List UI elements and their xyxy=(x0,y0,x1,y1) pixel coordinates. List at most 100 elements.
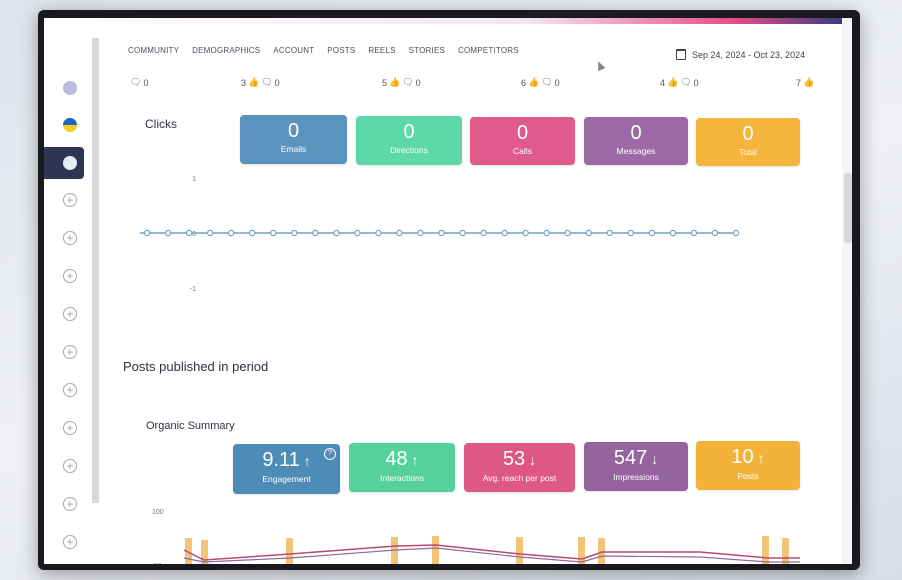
data-point xyxy=(185,229,193,237)
chart-bar xyxy=(598,538,605,564)
like-count: 7 xyxy=(796,77,802,88)
data-point xyxy=(711,229,719,237)
like-count: 4 xyxy=(660,77,666,88)
kpi-value: 0 xyxy=(742,123,754,145)
data-point xyxy=(543,229,550,237)
posts-published-heading: Posts published in period xyxy=(123,359,269,374)
add-account-icon[interactable]: + xyxy=(63,383,77,397)
add-account-icon[interactable]: + xyxy=(63,535,77,549)
comment-count: 0 xyxy=(143,77,149,88)
data-point xyxy=(417,229,424,237)
kpi-label: Posts xyxy=(737,471,759,481)
page-scrollbar-track[interactable] xyxy=(842,18,852,564)
like-count: 6 xyxy=(521,77,527,88)
tab-demographics[interactable]: DEMOGRAPHICS xyxy=(192,46,261,55)
post-counter: 7 👍 xyxy=(796,77,814,88)
data-point xyxy=(143,229,151,237)
trend-arrow-icon: ↑ xyxy=(407,452,419,468)
thumbs-up-icon: 👍 xyxy=(528,77,540,87)
chart-bar xyxy=(578,537,585,564)
tab-posts[interactable]: POSTS xyxy=(327,46,356,55)
thumbs-up-icon: 👍 xyxy=(248,77,260,87)
kpi-label: Messages xyxy=(616,146,656,156)
comment-count: 0 xyxy=(415,77,421,88)
data-point xyxy=(669,229,677,237)
date-range-picker[interactable]: Sep 24, 2024 - Oct 23, 2024 xyxy=(676,49,805,60)
page-scrollbar-thumb[interactable] xyxy=(844,173,852,243)
chart-bar xyxy=(516,537,523,564)
comment-count: 0 xyxy=(693,77,699,88)
data-point xyxy=(291,229,298,237)
add-account-icon[interactable]: + xyxy=(63,497,77,511)
flag-icon[interactable] xyxy=(63,118,77,132)
kpi-value: 48 xyxy=(385,448,408,470)
kpi-avg-reach: 53 ↓ Avg. reach per post xyxy=(464,443,575,492)
add-account-icon[interactable]: + xyxy=(63,269,77,283)
add-account-icon[interactable]: + xyxy=(63,193,77,207)
tab-account[interactable]: ACCOUNT xyxy=(273,46,315,55)
data-point xyxy=(522,229,529,237)
data-point xyxy=(459,229,466,237)
tab-reels[interactable]: REELS xyxy=(368,46,396,55)
tab-community[interactable]: COMMUNITY xyxy=(128,46,180,55)
data-point xyxy=(312,229,319,237)
kpi-value: 0 xyxy=(403,121,415,143)
clicks-title: Clicks xyxy=(145,117,177,131)
kpi-label: Calls xyxy=(513,146,532,156)
comment-icon: 🗨 xyxy=(261,77,273,87)
kpi-value: 547 xyxy=(613,447,648,469)
data-point xyxy=(648,229,656,237)
kpi-messages: 0 Messages xyxy=(584,117,688,165)
data-point xyxy=(270,229,277,237)
comment-icon: 🗨 xyxy=(541,77,553,87)
kpi-total: 0 Total xyxy=(696,118,800,166)
kpi-impressions: 547 ↓ Impressions xyxy=(584,442,688,491)
kpi-calls: 0 Calls xyxy=(470,117,575,165)
sidebar: + + + + + + + + + + xyxy=(44,18,100,564)
add-account-icon[interactable]: + xyxy=(63,345,77,359)
data-point xyxy=(627,229,635,237)
kpi-value: 0 xyxy=(516,122,529,144)
post-counter: 4 👍 🗨 0 xyxy=(660,77,699,88)
sidebar-scrollbar[interactable] xyxy=(92,38,99,503)
add-account-icon[interactable]: + xyxy=(63,459,77,473)
post-counter: 5 👍 🗨 0 xyxy=(382,77,421,88)
add-account-icon[interactable]: + xyxy=(63,421,77,435)
clicks-line-chart: 10-1Sep 24Sep 28Oct 2Oct 6Oct 10Oct 14Oc… xyxy=(140,176,740,293)
chart-bar xyxy=(762,536,769,564)
add-account-icon[interactable]: + xyxy=(63,307,77,321)
app-screen: + + + + + + + + + + COMMUNITY DEMOGRAPHI… xyxy=(44,18,852,564)
mouse-cursor-icon xyxy=(594,59,606,72)
sidebar-item-active[interactable] xyxy=(44,147,84,179)
trend-arrow-icon: ↑ xyxy=(753,450,765,466)
y-tick-label: 0 xyxy=(192,231,196,238)
help-icon[interactable]: ? xyxy=(324,448,336,460)
top-accent-bar xyxy=(44,18,852,24)
comment-count: 0 xyxy=(274,77,280,88)
kpi-posts: 10 ↑ Posts xyxy=(696,441,800,490)
tab-competitors[interactable]: COMPETITORS xyxy=(458,46,519,55)
impressions-line xyxy=(183,547,800,563)
comment-icon: 🗨 xyxy=(680,77,692,87)
y-tick-label: -1 xyxy=(190,286,196,293)
comment-icon: 🗨 xyxy=(130,77,142,87)
thumbs-up-icon: 👍 xyxy=(803,77,815,87)
axis-tick-label: 50 xyxy=(154,563,162,564)
data-point xyxy=(606,229,613,237)
kpi-directions: 0 Directions xyxy=(356,116,462,165)
organic-chart-preview: 100 50 xyxy=(152,509,800,564)
data-point xyxy=(501,229,508,237)
add-account-icon[interactable]: + xyxy=(63,231,77,245)
date-range-text: Sep 24, 2024 - Oct 23, 2024 xyxy=(692,49,806,60)
data-point xyxy=(438,229,445,237)
kpi-label: Emails xyxy=(280,144,307,154)
tab-stories[interactable]: STORIES xyxy=(408,46,446,55)
calendar-icon xyxy=(676,49,686,60)
account-avatar-icon[interactable] xyxy=(63,81,77,95)
comment-icon: 🗨 xyxy=(402,77,414,87)
kpi-value: 0 xyxy=(287,120,300,142)
like-count: 5 xyxy=(382,77,388,88)
chart-bar xyxy=(201,540,208,564)
kpi-label: Total xyxy=(739,147,757,157)
kpi-value: 9.11 xyxy=(262,449,300,471)
